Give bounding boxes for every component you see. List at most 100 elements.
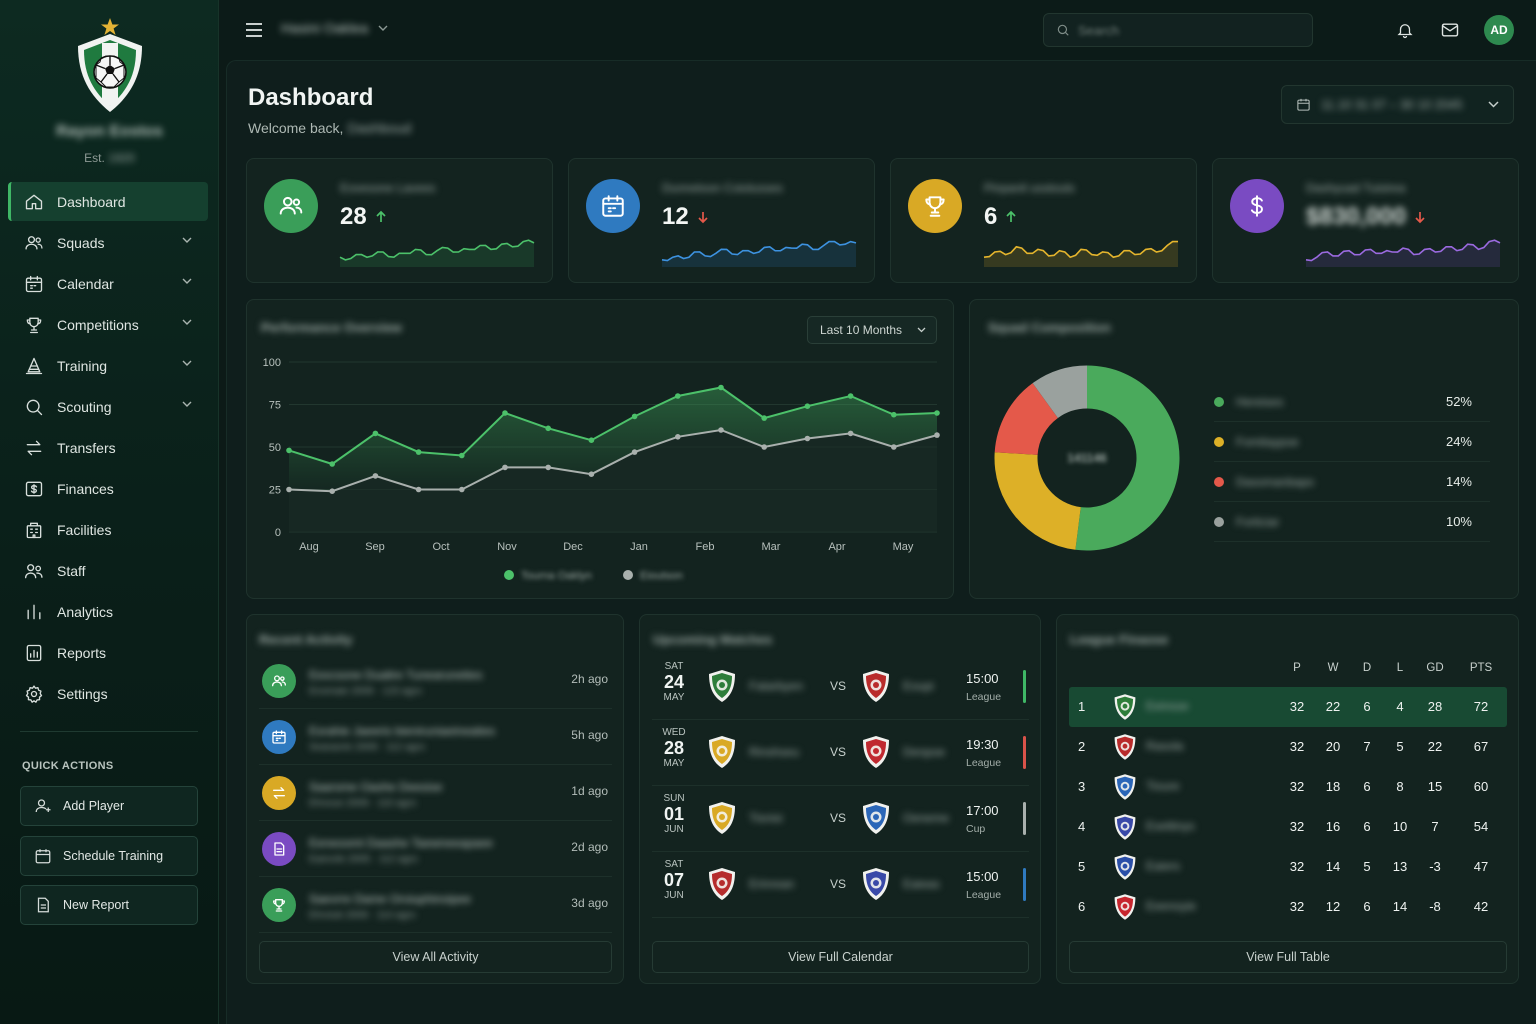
home-team-crest <box>709 802 735 834</box>
match-competition: League <box>966 889 1002 901</box>
x-tick-label: Mar <box>762 541 781 553</box>
match-item[interactable]: SUN 01 JUN Tisnisi VS Oeneme 17:00 Cup <box>652 787 1029 852</box>
match-date: SUN 01 JUN <box>656 793 692 835</box>
bell-icon <box>1397 24 1413 39</box>
table-cell-d: 6 <box>1363 819 1371 834</box>
messages-button[interactable] <box>1440 20 1460 45</box>
table-row[interactable]: 3 Tioure 32 18 6 8 15 60 <box>1069 767 1507 807</box>
activity-item[interactable]: Saevrre Dame Oroiuphinoipee Ehroiuk 2009… <box>259 877 612 933</box>
table-cell-p: 32 <box>1289 739 1305 754</box>
sidebar-item-reports[interactable]: Reports <box>8 633 208 672</box>
activity-icon-circle <box>262 720 296 754</box>
sparkline-line <box>339 239 535 261</box>
activity-item[interactable]: Saarsme Oashe Deesise Ehnoue 2009 · 110 … <box>259 765 612 821</box>
match-item[interactable]: SAT 07 JUN Erinrean VS Eaieas 15:00 Leag… <box>652 853 1029 918</box>
match-competition: League <box>966 691 1002 703</box>
date-range-picker[interactable]: 11.10 31 07 – 30 10 2045 <box>1281 85 1514 124</box>
away-team-crest <box>863 868 889 900</box>
match-item[interactable]: SAT 24 MAY Fatarbyen VS Eoupi 15:00 Leag… <box>652 655 1029 720</box>
notifications-button[interactable] <box>1396 20 1414 45</box>
document-icon <box>37 897 49 913</box>
est-label: Est. <box>84 151 105 165</box>
data-point <box>804 403 811 409</box>
table-row[interactable]: 4 Esettinys 32 16 6 10 7 54 <box>1069 807 1507 847</box>
view-full-calendar-button[interactable]: View Full Calendar <box>652 941 1029 973</box>
vs-label: VS <box>830 679 847 693</box>
table-cell-p: 32 <box>1289 819 1305 834</box>
sidebar-item-calendar[interactable]: Calendar <box>8 264 208 303</box>
vs-label: VS <box>830 745 847 759</box>
sidebar-item-settings[interactable]: Settings <box>8 674 208 713</box>
vs-label: VS <box>830 811 847 825</box>
sidebar-item-analytics[interactable]: Analytics <box>8 592 208 631</box>
table-row[interactable]: 2 Rasola 32 20 7 5 22 67 <box>1069 727 1507 767</box>
sidebar-item-label: Facilities <box>57 521 112 538</box>
match-month: MAY <box>663 692 685 703</box>
activity-item[interactable]: Eexcsone Dualire Tunearuneties Enomaie 2… <box>259 653 612 709</box>
table-cell-p: 32 <box>1289 899 1305 914</box>
data-point <box>718 427 724 433</box>
view-full-table-button[interactable]: View Full Table <box>1069 941 1507 973</box>
stat-label: Pinpanil usstouts <box>984 181 1075 195</box>
stat-sparkline <box>339 239 535 267</box>
activity-title: Recent Activity <box>259 632 353 647</box>
sidebar-item-training[interactable]: Training <box>8 346 208 385</box>
user-avatar[interactable]: AD <box>1484 15 1514 45</box>
search-icon <box>1057 24 1069 36</box>
activity-item[interactable]: Esrahie Jaeeris bieniruniaeineaties Sear… <box>259 709 612 765</box>
calendar-icon <box>272 730 286 744</box>
schedule-training-button[interactable]: Schedule Training <box>20 836 198 876</box>
data-point <box>934 432 940 438</box>
activity-title: Eeneoomt Daashe Taewneeapaee <box>309 836 493 850</box>
match-date: SAT 07 JUN <box>656 859 692 901</box>
sidebar-item-staff[interactable]: Staff <box>8 551 208 590</box>
sidebar-item-competitions[interactable]: Competitions <box>8 305 208 344</box>
range-selector[interactable]: Last 10 Months <box>807 316 937 344</box>
data-point <box>847 430 854 437</box>
sidebar-item-facilities[interactable]: Facilities <box>8 510 208 549</box>
legend-dot <box>1214 516 1224 527</box>
table-row[interactable]: 5 Eaiers 32 14 5 13 -3 47 <box>1069 847 1507 887</box>
new-report-button[interactable]: New Report <box>20 885 198 925</box>
team-selector[interactable]: Hasini Oaklea <box>281 20 388 36</box>
stat-sparkline <box>1305 239 1501 267</box>
home-team-crest <box>709 868 735 900</box>
activity-item[interactable]: Eeneoomt Daashe Taewneeapaee Eaevole 200… <box>259 821 612 877</box>
sidebar-item-scouting[interactable]: Scouting <box>8 387 208 426</box>
table-cell-gd: 15 <box>1427 779 1443 794</box>
table-cell-d: 5 <box>1363 859 1371 874</box>
sidebar-item-squads[interactable]: Squads <box>8 223 208 262</box>
user-name: Dashboud <box>347 120 412 136</box>
y-tick-label: 50 <box>269 442 281 454</box>
add-player-button[interactable]: Add Player <box>20 786 198 826</box>
sidebar-item-transfers[interactable]: Transfers <box>8 428 208 467</box>
table-cell-pts: 54 <box>1473 819 1489 834</box>
legend-label: Dasomanbapo <box>1236 474 1315 489</box>
table-header-w: W <box>1327 662 1339 674</box>
table-cell-p: 32 <box>1289 779 1305 794</box>
sidebar-item-label: Staff <box>57 562 86 579</box>
sidebar-item-finances[interactable]: Finances <box>8 469 208 508</box>
legend-percent: 14% <box>1445 474 1472 489</box>
match-item[interactable]: WED 28 MAY Rinshseu VS Denpoe 19:30 Leag… <box>652 721 1029 786</box>
search-input[interactable] <box>1078 22 1298 38</box>
sidebar-item-label: Calendar <box>57 275 114 292</box>
x-tick-label: Aug <box>299 541 319 553</box>
series-line-1 <box>288 386 938 466</box>
activity-time: 1d ago <box>571 784 608 798</box>
table-row[interactable]: 1 Eeinsse 32 22 6 4 28 72 <box>1069 687 1507 727</box>
match-status-bar <box>1023 736 1026 769</box>
page-title: Dashboard <box>248 84 374 111</box>
sidebar-item-label: Training <box>57 357 108 374</box>
table-row[interactable]: 6 Eeenoyie 32 12 6 14 -8 42 <box>1069 887 1507 927</box>
menu-button[interactable] <box>245 22 263 43</box>
club-logo <box>0 14 219 114</box>
view-all-activity-button[interactable]: View All Activity <box>259 941 612 973</box>
composition-legend-item: Dasomanbapo 14% <box>1214 462 1490 502</box>
chevron-down-icon <box>1488 101 1499 108</box>
data-point <box>891 444 897 450</box>
sparkline-area <box>984 241 1178 267</box>
stat-value: 6 <box>984 203 998 230</box>
team-crest <box>1114 694 1136 720</box>
sidebar-item-dashboard[interactable]: Dashboard <box>8 182 208 221</box>
